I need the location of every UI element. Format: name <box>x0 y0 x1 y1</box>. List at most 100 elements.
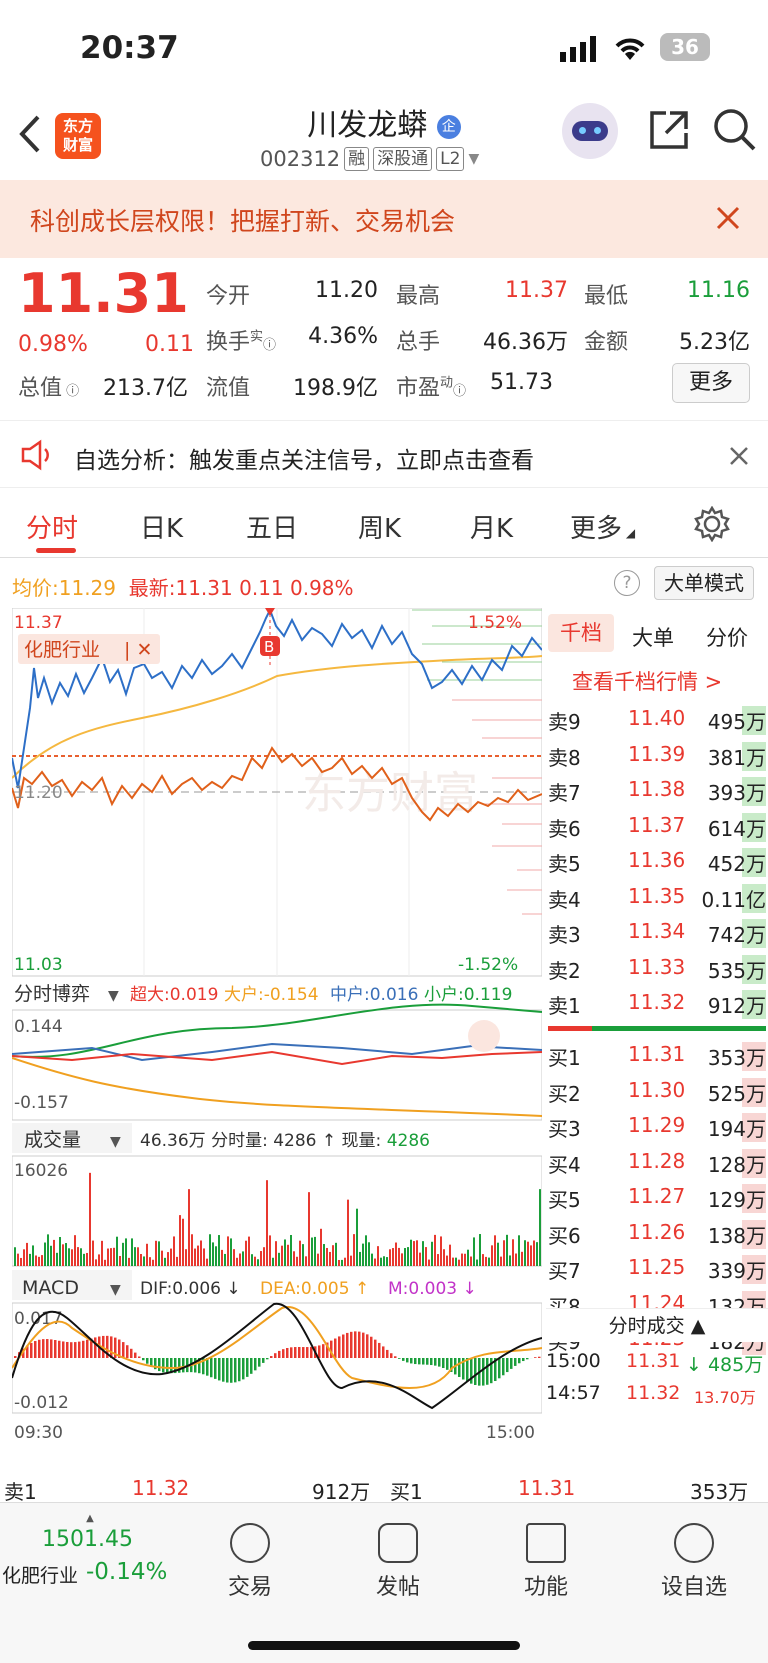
nav-function[interactable]: 功能 <box>486 1523 606 1601</box>
macd-bar <box>170 1358 173 1374</box>
tab-more[interactable]: 更多 ◢ <box>570 514 636 544</box>
macd-bar <box>422 1358 425 1365</box>
volume-bar <box>380 1257 382 1266</box>
volume-bar <box>518 1235 520 1266</box>
macd-bar <box>30 1342 33 1358</box>
asks-label: 卖6 <box>548 816 581 841</box>
help-icon[interactable]: ? <box>614 570 640 596</box>
industry-index-name[interactable]: 化肥行业 <box>2 1565 79 1587</box>
view-thousand-link[interactable]: 查看千档行情 > <box>572 670 723 694</box>
low-value: 11.16 <box>687 278 750 303</box>
change-pct: 0.98% <box>18 332 88 357</box>
volume-bar <box>104 1259 106 1266</box>
volume-value: 46.36万 <box>483 330 568 355</box>
volume-bar <box>236 1257 238 1266</box>
avg-price-line <box>12 655 542 779</box>
pct-bottom-label: -1.52% <box>458 955 518 975</box>
search-icon[interactable] <box>712 107 758 153</box>
asks-price: 11.39 <box>628 741 686 766</box>
industry-index-pct[interactable]: -0.14% <box>86 1559 168 1585</box>
alert-bar[interactable]: 自选分析：触发重点关注信号，立即点击查看 <box>0 420 768 488</box>
volume-bar <box>467 1249 469 1266</box>
macd-bar <box>182 1358 185 1373</box>
volume-bar <box>473 1237 475 1266</box>
trade-vol-0: ↓ 485万 <box>686 1354 764 1376</box>
tab-thousand-level[interactable]: 千档 <box>548 614 614 652</box>
volume-bar <box>206 1258 208 1266</box>
close-icon[interactable] <box>716 206 740 230</box>
settings-gear-icon[interactable] <box>694 506 730 542</box>
volume-bar <box>266 1180 268 1266</box>
macd-bar <box>262 1358 265 1363</box>
svg-text:M:0.003 ↓: M:0.003 ↓ <box>388 1279 477 1299</box>
trades-label[interactable]: 分时成交 ▲ <box>546 1308 768 1342</box>
tab-daily[interactable]: 日K <box>140 514 184 544</box>
tab-monthly[interactable]: 月K <box>470 514 514 544</box>
volume-bar <box>23 1249 25 1266</box>
tab-weekly[interactable]: 周K <box>358 514 402 544</box>
promo-banner[interactable]: 科创成长层权限！把握打新、交易机会 <box>0 180 768 258</box>
macd-bar <box>358 1331 361 1358</box>
volume-bar <box>476 1259 478 1266</box>
tab-five-day[interactable]: 五日 <box>246 514 299 544</box>
macd-bar <box>458 1358 461 1377</box>
macd-bar <box>406 1358 409 1363</box>
nav-post[interactable]: 发帖 <box>338 1523 458 1601</box>
macd-bar <box>62 1341 65 1358</box>
svg-text:小户:0.119: 小户:0.119 <box>424 985 512 1005</box>
volume-bar <box>248 1236 250 1266</box>
close-alert-icon[interactable] <box>730 447 748 465</box>
macd-bar <box>362 1332 365 1358</box>
volume-bar <box>425 1247 427 1266</box>
volume-bar <box>92 1240 94 1266</box>
industry-line <box>12 746 542 822</box>
big-order-mode-button[interactable]: 大单模式 <box>654 566 754 600</box>
mktcap-value: 213.7亿 <box>103 376 188 401</box>
nav-trade[interactable]: 交易 <box>190 1523 310 1601</box>
asks-label: 卖8 <box>548 745 581 770</box>
macd-bar <box>54 1340 57 1358</box>
volume-bar <box>344 1257 346 1266</box>
more-quote-button[interactable]: 更多 <box>672 363 750 403</box>
volume-bar <box>485 1256 487 1266</box>
macd-bar <box>522 1358 525 1362</box>
robot-avatar-icon[interactable] <box>562 103 618 159</box>
volume-bar <box>389 1249 391 1266</box>
macd-bar <box>274 1353 277 1358</box>
tab-price-dist[interactable]: 分价 <box>706 626 748 650</box>
volume-bar <box>341 1259 343 1266</box>
macd-bar <box>366 1334 369 1358</box>
macd-bar <box>378 1342 381 1358</box>
tab-intraday[interactable]: 分时 <box>26 514 79 544</box>
tab-big-order[interactable]: 大单 <box>632 626 674 650</box>
share-icon[interactable] <box>648 109 690 151</box>
volume-bar <box>500 1256 502 1266</box>
pe-label: 市盈动ⓘ <box>396 375 467 401</box>
macd-bar <box>126 1345 129 1358</box>
back-icon[interactable] <box>18 115 42 153</box>
stock-code-row[interactable]: 002312 融 深股通 L2 ▼ <box>260 147 480 171</box>
industry-index-value[interactable]: 1501.45 <box>42 1527 133 1552</box>
volume-bar <box>392 1248 394 1266</box>
svg-text:▼: ▼ <box>110 1282 121 1298</box>
bids-volume: 525万 <box>686 1077 766 1107</box>
bids-label: 买3 <box>548 1117 581 1141</box>
volume-bar <box>263 1247 265 1266</box>
macd-bar <box>534 1357 537 1358</box>
pe-value: 51.73 <box>490 370 553 395</box>
pct-top-label: 1.52% <box>468 613 522 633</box>
volume-bar <box>368 1242 370 1266</box>
macd-bar <box>258 1358 261 1367</box>
macd-bar <box>290 1347 293 1358</box>
volume-bar <box>455 1257 457 1266</box>
volume-bar <box>221 1249 223 1266</box>
wifi-icon <box>615 38 645 60</box>
volume-bar <box>491 1245 493 1266</box>
macd-bar <box>222 1358 225 1382</box>
macd-bar <box>34 1341 37 1358</box>
macd-bar <box>302 1347 305 1358</box>
svg-text:▼: ▼ <box>108 988 119 1004</box>
volume-bar <box>323 1244 325 1266</box>
nav-add-watchlist[interactable]: 设自选 <box>634 1523 754 1601</box>
volume-bar <box>512 1239 514 1266</box>
